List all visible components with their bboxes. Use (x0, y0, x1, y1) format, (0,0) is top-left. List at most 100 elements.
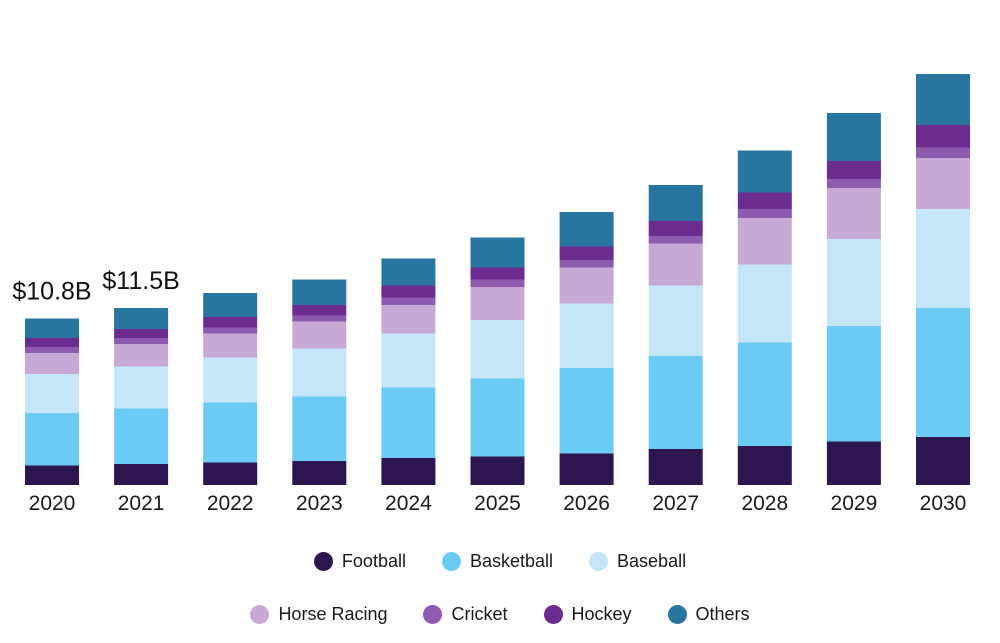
bar-segment-hockey-2025 (470, 267, 525, 280)
bar-segment-basketball-2026 (559, 368, 614, 454)
bar-segment-others-2020 (25, 318, 79, 338)
bar-segment-baseball-2024 (381, 333, 436, 388)
bar-segment-cricket-2022 (203, 327, 258, 334)
bar-segment-basketball-2027 (648, 356, 703, 449)
bar-segment-football-2022 (203, 462, 258, 485)
legend-label-hockey: Hockey (571, 604, 632, 624)
bar-segment-cricket-2025 (470, 279, 525, 287)
bar-segment-football-2020 (25, 465, 79, 485)
legend-swatch-others (667, 605, 687, 624)
bar-segment-others-2026 (559, 212, 614, 247)
bar-segment-football-2029 (826, 441, 881, 485)
bar-segment-others-2027 (648, 185, 703, 221)
bar-segment-hockey-2023 (292, 305, 347, 316)
bar-segment-horse-racing-2026 (559, 267, 614, 304)
bar-segment-cricket-2028 (737, 209, 792, 218)
bar-segment-others-2030 (916, 74, 970, 125)
x-tick-label-2023: 2023 (296, 492, 343, 515)
legend-item-cricket: Cricket (423, 604, 508, 625)
x-tick-label-2024: 2024 (385, 492, 432, 515)
bar-segment-football-2026 (559, 453, 614, 485)
bar-segment-others-2022 (203, 293, 258, 317)
bar-segment-baseball-2023 (292, 348, 347, 397)
legend-label-football: Football (341, 551, 406, 571)
legend-swatch-horse-racing (250, 605, 270, 624)
x-axis-tick-labels: 2020 2021 2022 2023 2024 2025 2026 2027 2028 2029… (29, 492, 967, 515)
bar-segment-hockey-2028 (737, 192, 792, 209)
bar-segment-horse-racing-2021 (114, 344, 169, 367)
bar-segment-baseball-2028 (737, 264, 792, 343)
bar-segment-baseball-2025 (470, 320, 525, 379)
data-label-2020: $10.8B (12, 278, 91, 306)
legend-swatch-football (313, 552, 333, 571)
bar-segment-hockey-2026 (559, 246, 614, 260)
legend-label-baseball: Baseball (617, 551, 687, 571)
bar-segment-baseball-2027 (648, 285, 703, 356)
bar-segment-others-2023 (292, 279, 347, 305)
bar-segment-horse-racing-2025 (470, 287, 525, 320)
legend-swatch-basketball (441, 552, 461, 571)
bar-segment-horse-racing-2030 (916, 158, 970, 209)
bar-segment-horse-racing-2024 (381, 305, 436, 334)
bar-segment-others-2024 (381, 258, 436, 286)
bar-segment-hockey-2027 (648, 221, 703, 236)
bar-segment-cricket-2026 (559, 260, 614, 268)
bar-segment-basketball-2025 (470, 378, 525, 457)
bar-segment-horse-racing-2028 (737, 218, 792, 265)
bar-segment-others-2025 (470, 237, 525, 268)
bar-segment-basketball-2022 (203, 402, 258, 463)
bar-segment-basketball-2028 (737, 342, 792, 446)
bar-segment-hockey-2020 (25, 338, 79, 347)
bar-segment-others-2029 (826, 113, 881, 161)
data-labels: $10.8B $11.5B (12, 267, 179, 306)
bar-segment-cricket-2029 (826, 179, 881, 188)
bar-segment-cricket-2020 (25, 347, 79, 353)
bar-segment-hockey-2021 (114, 329, 169, 338)
bar-segment-horse-racing-2023 (292, 321, 347, 349)
bar-segment-football-2021 (114, 464, 169, 485)
bar-segment-baseball-2030 (916, 209, 970, 308)
legend-label-horse-racing: Horse Racing (278, 604, 388, 624)
bar-segment-cricket-2024 (381, 297, 436, 305)
bar-segment-horse-racing-2027 (648, 243, 703, 286)
bar-segment-football-2030 (916, 437, 970, 485)
bar-segment-hockey-2030 (916, 125, 970, 148)
bar-segment-cricket-2030 (916, 147, 970, 158)
x-tick-label-2020: 2020 (29, 492, 76, 515)
x-tick-label-2022: 2022 (207, 492, 254, 515)
bar-segment-others-2028 (737, 150, 792, 193)
bar-segment-horse-racing-2022 (203, 333, 258, 358)
bar-segment-basketball-2023 (292, 396, 347, 461)
legend-swatch-hockey (543, 605, 563, 624)
data-label-2021: $11.5B (102, 267, 179, 295)
x-tick-label-2028: 2028 (741, 492, 788, 515)
x-tick-label-2021: 2021 (118, 492, 165, 515)
x-tick-label-2030: 2030 (920, 492, 967, 515)
bar-segment-baseball-2021 (114, 366, 169, 409)
legend-label-basketball: Basketball (469, 551, 554, 571)
legend-label-cricket: Cricket (451, 604, 508, 624)
bar-segment-basketball-2020 (25, 413, 79, 466)
bar-segment-basketball-2030 (916, 308, 970, 437)
bar-segment-horse-racing-2020 (25, 353, 79, 374)
bar-segment-baseball-2026 (559, 303, 614, 368)
bar-segment-basketball-2029 (826, 326, 881, 442)
bar-segment-cricket-2021 (114, 338, 169, 344)
x-tick-label-2027: 2027 (652, 492, 699, 515)
legend-item-football: Football (313, 551, 406, 572)
legend-swatch-baseball (589, 552, 609, 571)
bar-segment-football-2027 (648, 449, 703, 485)
bar-segment-football-2024 (381, 458, 436, 485)
bar-segment-hockey-2029 (826, 161, 881, 179)
x-tick-label-2025: 2025 (474, 492, 521, 515)
legend-item-horse-racing: Horse Racing (250, 604, 387, 625)
bar-segment-hockey-2022 (203, 317, 258, 328)
x-tick-label-2029: 2029 (831, 492, 878, 515)
bar-segment-cricket-2023 (292, 315, 347, 322)
bar-segment-football-2025 (470, 456, 525, 485)
bar-segment-baseball-2020 (25, 374, 79, 413)
legend-item-hockey: Hockey (543, 604, 632, 625)
bar-segment-basketball-2021 (114, 408, 169, 464)
bar-segment-baseball-2022 (203, 357, 258, 403)
legend-row-1: Football Basketball Baseball (0, 551, 1000, 572)
